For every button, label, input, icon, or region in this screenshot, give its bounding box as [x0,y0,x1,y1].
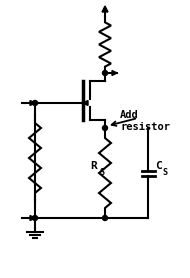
Text: C: C [155,161,162,171]
Text: S: S [162,168,167,177]
Circle shape [32,101,37,105]
Text: R: R [90,161,97,171]
Text: Add
resistor: Add resistor [120,110,170,131]
Circle shape [102,71,108,76]
Polygon shape [102,6,108,12]
Polygon shape [83,101,88,105]
Circle shape [102,215,108,220]
Polygon shape [112,71,117,76]
Circle shape [32,215,37,220]
Polygon shape [30,101,35,105]
Circle shape [102,125,108,130]
Text: S: S [99,168,104,177]
Polygon shape [30,215,35,220]
